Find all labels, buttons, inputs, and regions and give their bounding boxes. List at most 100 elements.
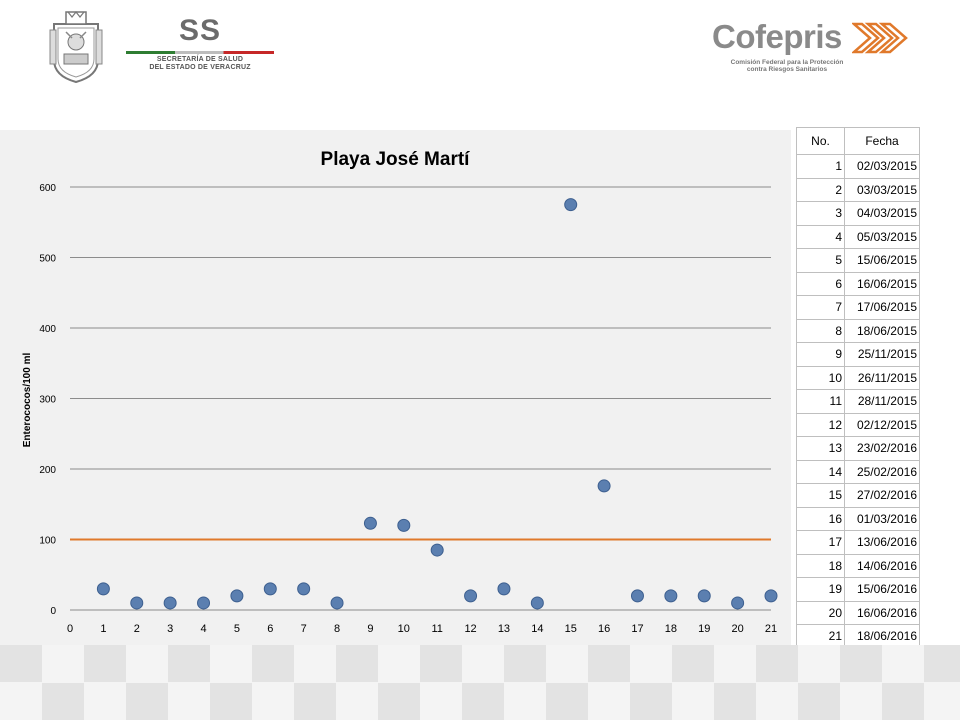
- decorative-tile: [714, 683, 756, 720]
- decorative-tile: [84, 645, 126, 682]
- data-point: [464, 589, 478, 603]
- table-row: 3 04/03/2015: [796, 201, 920, 226]
- decorative-tile: [126, 683, 168, 720]
- decorative-tile: [378, 683, 420, 720]
- x-tick-label: 20: [731, 623, 743, 635]
- cofepris-logo: Cofepris Comisión Federal para la Protec…: [712, 18, 922, 78]
- decorative-tile-band: [0, 645, 960, 720]
- y-tick-label: 400: [39, 324, 56, 335]
- data-point: [664, 589, 678, 603]
- decorative-tile: [924, 645, 960, 682]
- data-point: [397, 518, 411, 532]
- decorative-tile: [336, 645, 378, 682]
- data-point: [731, 596, 745, 610]
- ss-logo-title: SS: [178, 14, 222, 47]
- table-cell-fecha: 15/06/2016: [844, 577, 920, 602]
- table-cell-fecha: 17/06/2015: [844, 295, 920, 320]
- x-tick-labels: 0 1 2 3 4 5 6 7 8 9 10 11 12 13 14 15 16 17 18 19 20 21: [67, 623, 777, 635]
- table-cell-fecha: 02/12/2015: [844, 412, 920, 437]
- decorative-tile: [0, 645, 42, 682]
- cofepris-logo-name: Cofepris: [712, 18, 842, 55]
- x-tick-label: 7: [301, 623, 307, 635]
- y-tick-label: 200: [39, 465, 56, 476]
- x-tick-label: 21: [765, 623, 777, 635]
- table-cell-no: 16: [796, 506, 845, 531]
- column-header-no: No.: [796, 127, 845, 155]
- table-cell-fecha: 14/06/2016: [844, 553, 920, 578]
- data-point: [96, 582, 110, 596]
- data-point: [497, 582, 511, 596]
- x-tick-label: 1: [100, 623, 106, 635]
- data-point: [597, 479, 611, 493]
- table-row: 8 18/06/2015: [796, 318, 920, 343]
- chart-title: Playa José Martí: [321, 149, 471, 170]
- table-cell-fecha: 26/11/2015: [844, 365, 920, 390]
- x-tick-label: 19: [698, 623, 710, 635]
- table-cell-fecha: 03/03/2015: [844, 177, 920, 202]
- y-tick-label: 500: [39, 254, 56, 265]
- decorative-tile: [840, 645, 882, 682]
- table-cell-fecha: 04/03/2015: [844, 201, 920, 226]
- data-point: [330, 596, 344, 610]
- table-cell-no: 2: [796, 177, 845, 202]
- table-row: 2 03/03/2015: [796, 177, 920, 202]
- x-tick-label: 6: [267, 623, 273, 635]
- table-row: 14 25/02/2016: [796, 459, 920, 484]
- decorative-tile: [756, 645, 798, 682]
- data-point: [530, 596, 544, 610]
- table-cell-fecha: 02/03/2015: [844, 154, 920, 179]
- y-tick-label: 100: [39, 536, 56, 547]
- x-tick-label: 13: [498, 623, 510, 635]
- x-tick-label: 17: [631, 623, 643, 635]
- table-cell-fecha: 23/02/2016: [844, 436, 920, 461]
- table-row: 11 28/11/2015: [796, 389, 920, 414]
- data-point: [163, 596, 177, 610]
- data-point: [630, 589, 644, 603]
- x-tick-label: 8: [334, 623, 340, 635]
- x-tick-label: 4: [200, 623, 206, 635]
- table-header-row: No. Fecha: [796, 127, 920, 155]
- decorative-tile: [252, 645, 294, 682]
- table-cell-fecha: 18/06/2016: [844, 624, 920, 649]
- x-tick-label: 16: [598, 623, 610, 635]
- page-header: SS SECRETARÍA DE SALUD DEL ESTADO DE VER…: [0, 0, 960, 120]
- table-row: 16 01/03/2016: [796, 506, 920, 531]
- x-tick-label: 9: [367, 623, 373, 635]
- y-tick-label: 600: [39, 183, 56, 194]
- table-row: 19 15/06/2016: [796, 577, 920, 602]
- table-cell-fecha: 05/03/2015: [844, 224, 920, 249]
- table-cell-no: 17: [796, 530, 845, 555]
- x-tick-label: 3: [167, 623, 173, 635]
- decorative-tile: [546, 683, 588, 720]
- x-tick-label: 11: [431, 623, 442, 635]
- decorative-tile: [798, 683, 840, 720]
- table-row: 15 27/02/2016: [796, 483, 920, 508]
- table-cell-no: 20: [796, 600, 845, 625]
- table-cell-no: 11: [796, 389, 845, 414]
- x-tick-label: 18: [665, 623, 677, 635]
- decorative-tile: [504, 645, 546, 682]
- chart-background: [0, 130, 791, 645]
- table-cell-fecha: 13/06/2016: [844, 530, 920, 555]
- decorative-tile: [882, 683, 924, 720]
- data-point: [197, 596, 211, 610]
- data-point: [430, 543, 444, 557]
- table-row: 17 13/06/2016: [796, 530, 920, 555]
- x-tick-label: 15: [565, 623, 577, 635]
- table-row: 10 26/11/2015: [796, 365, 920, 390]
- table-cell-fecha: 28/11/2015: [844, 389, 920, 414]
- scatter-chart: Playa José Martí Enterococos/100 ml 0100…: [22, 149, 778, 635]
- decorative-tile: [168, 645, 210, 682]
- veracruz-seal-logo: [49, 11, 103, 84]
- x-tick-label: 0: [67, 623, 73, 635]
- ss-logo-line2: DEL ESTADO DE VERACRUZ: [149, 64, 251, 71]
- table-cell-no: 8: [796, 318, 845, 343]
- x-tick-label: 5: [234, 623, 240, 635]
- decorative-tile: [42, 683, 84, 720]
- cofepris-logo-line1: Comisión Federal para la Protección: [730, 59, 844, 66]
- data-point: [697, 589, 711, 603]
- table-cell-fecha: 01/03/2016: [844, 506, 920, 531]
- cofepris-logo-line2: contra Riesgos Sanitarios: [746, 66, 828, 73]
- gridlines: [70, 186, 771, 611]
- data-point: [297, 582, 311, 596]
